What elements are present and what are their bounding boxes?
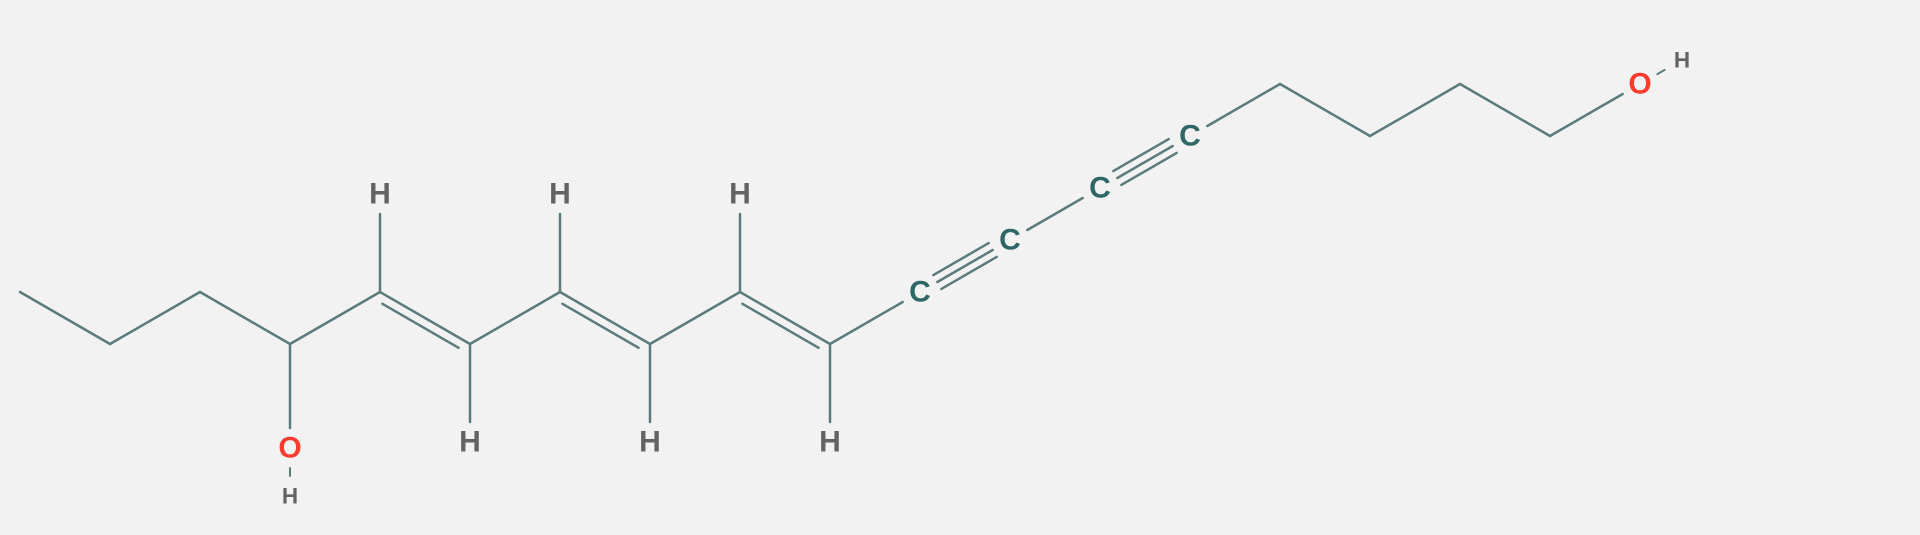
atom-label-h: H (549, 178, 571, 211)
atom-label-h: H (369, 178, 391, 211)
atom-label-o: O (278, 432, 301, 465)
atom-label-o: O (1628, 68, 1651, 101)
atom-label-c: C (909, 276, 931, 309)
chemical-structure-diagram: CCCCOOHHHHHHHH (0, 0, 1920, 535)
atom-label-h: H (729, 178, 751, 211)
atom-label-h: H (819, 426, 841, 459)
molecule-svg: CCCCOOHHHHHHHH (0, 0, 1920, 535)
atom-label-c: C (999, 224, 1021, 257)
atom-label-h: H (639, 426, 661, 459)
atom-label-h: H (1674, 48, 1690, 73)
atom-label-h: H (282, 484, 298, 509)
atom-label-c: C (1179, 120, 1201, 153)
atom-label-h: H (459, 426, 481, 459)
atom-label-c: C (1089, 172, 1111, 205)
